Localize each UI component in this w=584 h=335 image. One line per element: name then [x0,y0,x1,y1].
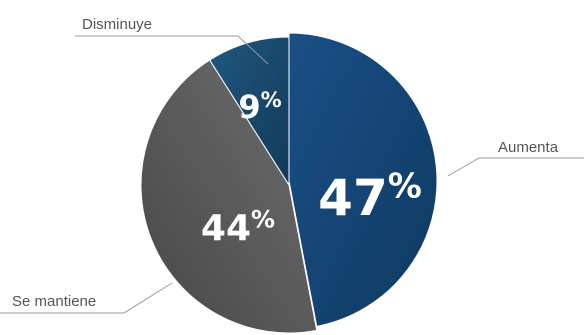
slice-value-unit-disminuye: % [261,88,282,112]
slice-value-number-aumenta: 47 [318,169,388,227]
slice-value-unit-aumenta: % [388,167,422,207]
slice-value-unit-se-mantiene: % [251,205,275,233]
pie-slice-disminuye [209,36,290,187]
leader-line-aumenta [447,157,584,177]
slice-label-disminuye: Disminuye [82,16,152,33]
slice-value-disminuye: 9% [238,88,281,126]
callout-se-mantiene: Se mantiene [0,282,173,314]
slice-label-aumenta: Aumenta [498,139,559,156]
pie-slices [140,32,438,334]
callout-aumenta: Aumenta [447,139,584,177]
leader-line-se-mantiene [0,282,173,314]
slice-value-number-se-mantiene: 44 [201,208,251,249]
slice-value-number-disminuye: 9 [238,88,260,126]
leader-line-disminuye [75,35,269,65]
slice-value-aumenta: 47% [318,167,422,228]
callout-disminuye: Disminuye [75,16,269,65]
pie-slice-aumenta [288,32,438,327]
pie-slice-se-mantiene [140,59,318,334]
slice-label-se-mantiene: Se mantiene [12,293,96,310]
pie-value-labels: 47%44%9% [201,88,422,249]
slice-value-se-mantiene: 44% [201,205,275,249]
